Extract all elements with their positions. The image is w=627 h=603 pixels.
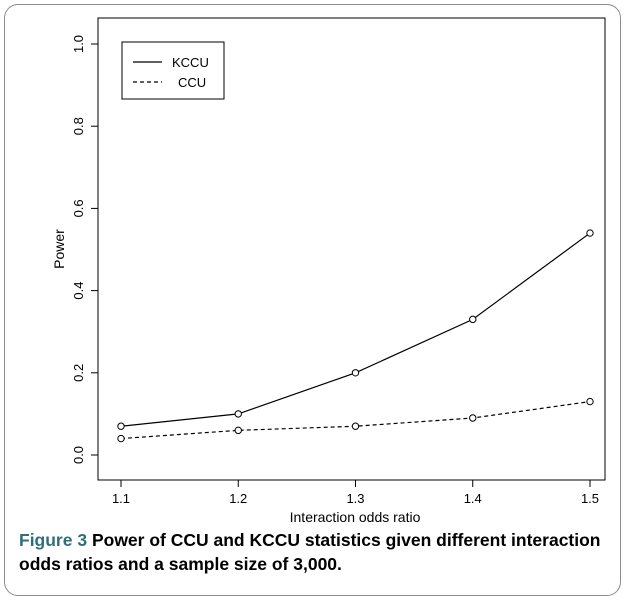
x-tick-label: 1.3 [346,491,364,506]
x-axis-label: Interaction odds ratio [290,509,421,525]
x-tick-label: 1.5 [581,491,599,506]
data-point-ccu [234,426,242,435]
y-axis-label: Power [51,229,67,269]
data-point-ccu [117,434,125,443]
caption-label: Figure 3 [19,530,88,550]
caption-text: Power of CCU and KCCU statistics given d… [19,530,601,574]
series-layer [117,229,594,443]
series-ccu [117,397,594,443]
series-kccu [117,229,594,430]
y-tick-label: 1.0 [71,35,86,53]
legend-label-kccu: KCCU [172,55,209,70]
series-line-kccu [120,232,591,427]
y-tick-label: 0.0 [71,446,86,464]
x-tick-label: 1.1 [112,491,130,506]
series-line-ccu [120,400,591,440]
x-tick-label: 1.4 [464,491,482,506]
x-tick-label: 1.2 [229,491,247,506]
figure-frame [4,4,621,596]
data-point-kccu [234,410,242,418]
legend: KCCU CCU [121,41,225,100]
legend-label-ccu: CCU [178,75,206,90]
data-point-kccu [351,369,360,377]
data-point-kccu [586,229,594,237]
y-axis: 0.0 0.2 0.4 0.6 0.8 1.0 [71,35,99,464]
data-point-ccu [469,414,477,422]
x-axis: 1.1 1.2 1.3 1.4 1.5 [112,479,599,506]
line-chart: 0.0 0.2 0.4 0.6 0.8 1.0 1.1 1.2 1.3 1.4 1.5 Inter… [51,17,606,525]
y-tick-label: 0.8 [71,117,86,135]
data-point-ccu [586,397,594,406]
data-point-kccu [469,315,477,324]
y-tick-label: 0.2 [71,364,86,382]
figure-caption: Figure 3 Power of CCU and KCCU statistic… [19,528,609,576]
legend-box [121,41,225,100]
data-point-kccu [117,422,125,430]
y-tick-label: 0.4 [71,282,86,300]
y-tick-label: 0.6 [71,199,86,217]
data-point-ccu [351,422,360,430]
